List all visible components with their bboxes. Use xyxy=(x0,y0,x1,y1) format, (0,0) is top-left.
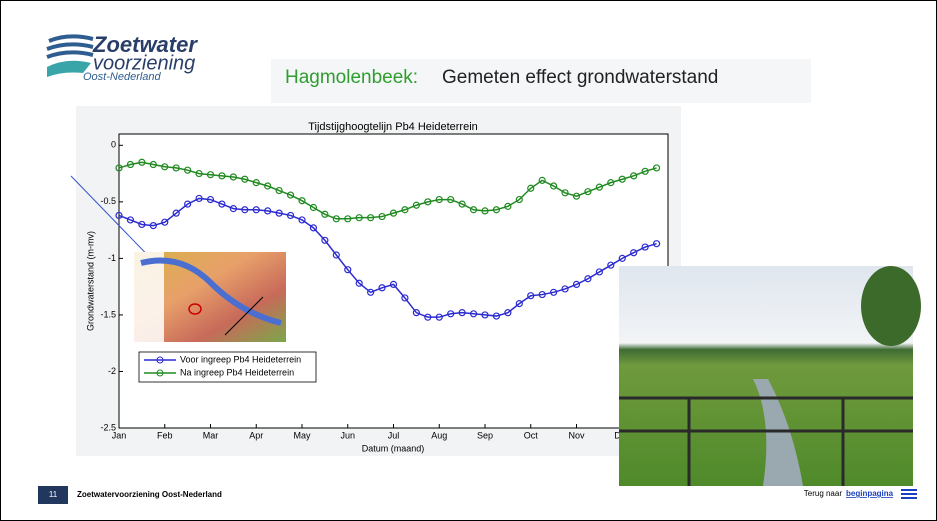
canvas: Zoetwater voorziening Oost-Nederland Hag… xyxy=(1,1,936,520)
photo xyxy=(619,266,921,486)
legend: Voor ingreep Pb4 Heideterrein Na ingreep … xyxy=(139,352,316,382)
logo-text: Oost-Nederland xyxy=(83,71,162,83)
menu-icon[interactable] xyxy=(901,490,917,498)
x-tick-label: May xyxy=(293,430,311,440)
legend-label: Na ingreep Pb4 Heideterrein xyxy=(180,367,294,377)
y-tick-label: -0.5 xyxy=(100,196,116,206)
x-tick-label: Jun xyxy=(340,430,355,440)
back-text: Terug naar xyxy=(804,489,843,498)
x-tick-label: Aug xyxy=(431,430,447,440)
heading-accent: Hagmolenbeek: xyxy=(285,67,418,88)
y-tick-label: -1 xyxy=(108,253,116,263)
y-tick-label: 0 xyxy=(111,140,116,150)
chart-title: Tijdstijghoogtelijn Pb4 Heideterrein xyxy=(308,121,478,133)
legend-label: Voor ingreep Pb4 Heideterrein xyxy=(180,354,301,364)
y-tick-label: -1.5 xyxy=(100,309,116,319)
y-axis-label: Grondwaterstand (m-mv) xyxy=(85,231,95,331)
x-tick-label: Apr xyxy=(249,430,263,440)
x-tick-label: Nov xyxy=(568,430,585,440)
x-tick-label: Oct xyxy=(524,430,539,440)
back-link[interactable]: beginpagina xyxy=(846,489,894,498)
y-tick-label: -2 xyxy=(108,366,116,376)
x-tick-label: Mar xyxy=(203,430,219,440)
page-number: 11 xyxy=(49,490,58,499)
x-axis-label: Datum (maand) xyxy=(362,443,425,453)
slide: Zoetwater voorziening Oost-Nederland Hag… xyxy=(0,0,937,521)
x-tick-label: Feb xyxy=(157,430,173,440)
logo: Zoetwater voorziening Oost-Nederland xyxy=(47,32,198,83)
heading-text: Gemeten effect grondwaterstand xyxy=(442,67,718,88)
x-tick-label: Jul xyxy=(388,430,400,440)
x-tick-label: Jan xyxy=(112,430,127,440)
x-tick-label: Sep xyxy=(477,430,493,440)
footer-org: Zoetwatervoorziening Oost-Nederland xyxy=(77,490,222,499)
